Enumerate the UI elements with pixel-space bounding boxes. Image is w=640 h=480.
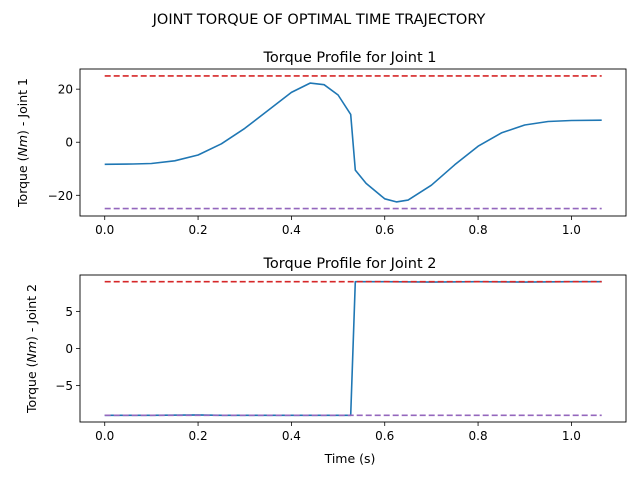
ytick-label: 5 (65, 305, 73, 319)
xtick-label: 0.0 (95, 429, 114, 443)
xtick-label: 1.0 (562, 223, 581, 237)
figure-suptitle: JOINT TORQUE OF OPTIMAL TIME TRAJECTORY (152, 12, 486, 28)
ytick-label: 0 (65, 342, 73, 356)
subplot-joint-2: Torque Profile for Joint 2 0.0 0.2 0.4 0.6 0… (24, 256, 627, 466)
subplot-2-xticks: 0.0 0.2 0.4 0.6 0.8 1.0 (95, 422, 581, 443)
ytick-label: 0 (65, 136, 73, 150)
subplot-1-ylabel: Torque (Nm) - Joint 1 (15, 78, 30, 208)
subplot-1-series-0-line (104, 82, 602, 203)
subplot-1-title: Torque Profile for Joint 1 (262, 50, 436, 66)
xtick-label: 0.8 (469, 429, 488, 443)
subplot-2-xlabel: Time (s) (324, 451, 376, 466)
xtick-label: 0.6 (375, 429, 394, 443)
xtick-label: 0.2 (189, 223, 208, 237)
subplot-1-plot-area (104, 75, 602, 210)
ytick-label: −5 (55, 379, 73, 393)
xtick-label: 0.6 (375, 223, 394, 237)
xtick-label: 0.2 (189, 429, 208, 443)
xtick-label: 0.4 (282, 429, 301, 443)
xtick-label: 0.0 (95, 223, 114, 237)
subplot-2-plot-area (104, 280, 602, 417)
ytick-label: 20 (58, 83, 73, 97)
xtick-label: 1.0 (562, 429, 581, 443)
subplot-2-title: Torque Profile for Joint 2 (262, 256, 436, 272)
subplot-2-yticks: −5 0 5 (55, 305, 80, 393)
subplot-2-ylabel: Torque (Nm) - Joint 2 (24, 284, 39, 414)
ytick-label: −20 (48, 189, 73, 203)
xtick-label: 0.8 (469, 223, 488, 237)
subplot-joint-1: Torque Profile for Joint 1 0.0 0.2 0.4 0.6 0… (15, 50, 627, 237)
subplot-1-yticks: −20 0 20 (48, 83, 80, 203)
subplot-1-xticks: 0.0 0.2 0.4 0.6 0.8 1.0 (95, 216, 581, 237)
xtick-label: 0.4 (282, 223, 301, 237)
